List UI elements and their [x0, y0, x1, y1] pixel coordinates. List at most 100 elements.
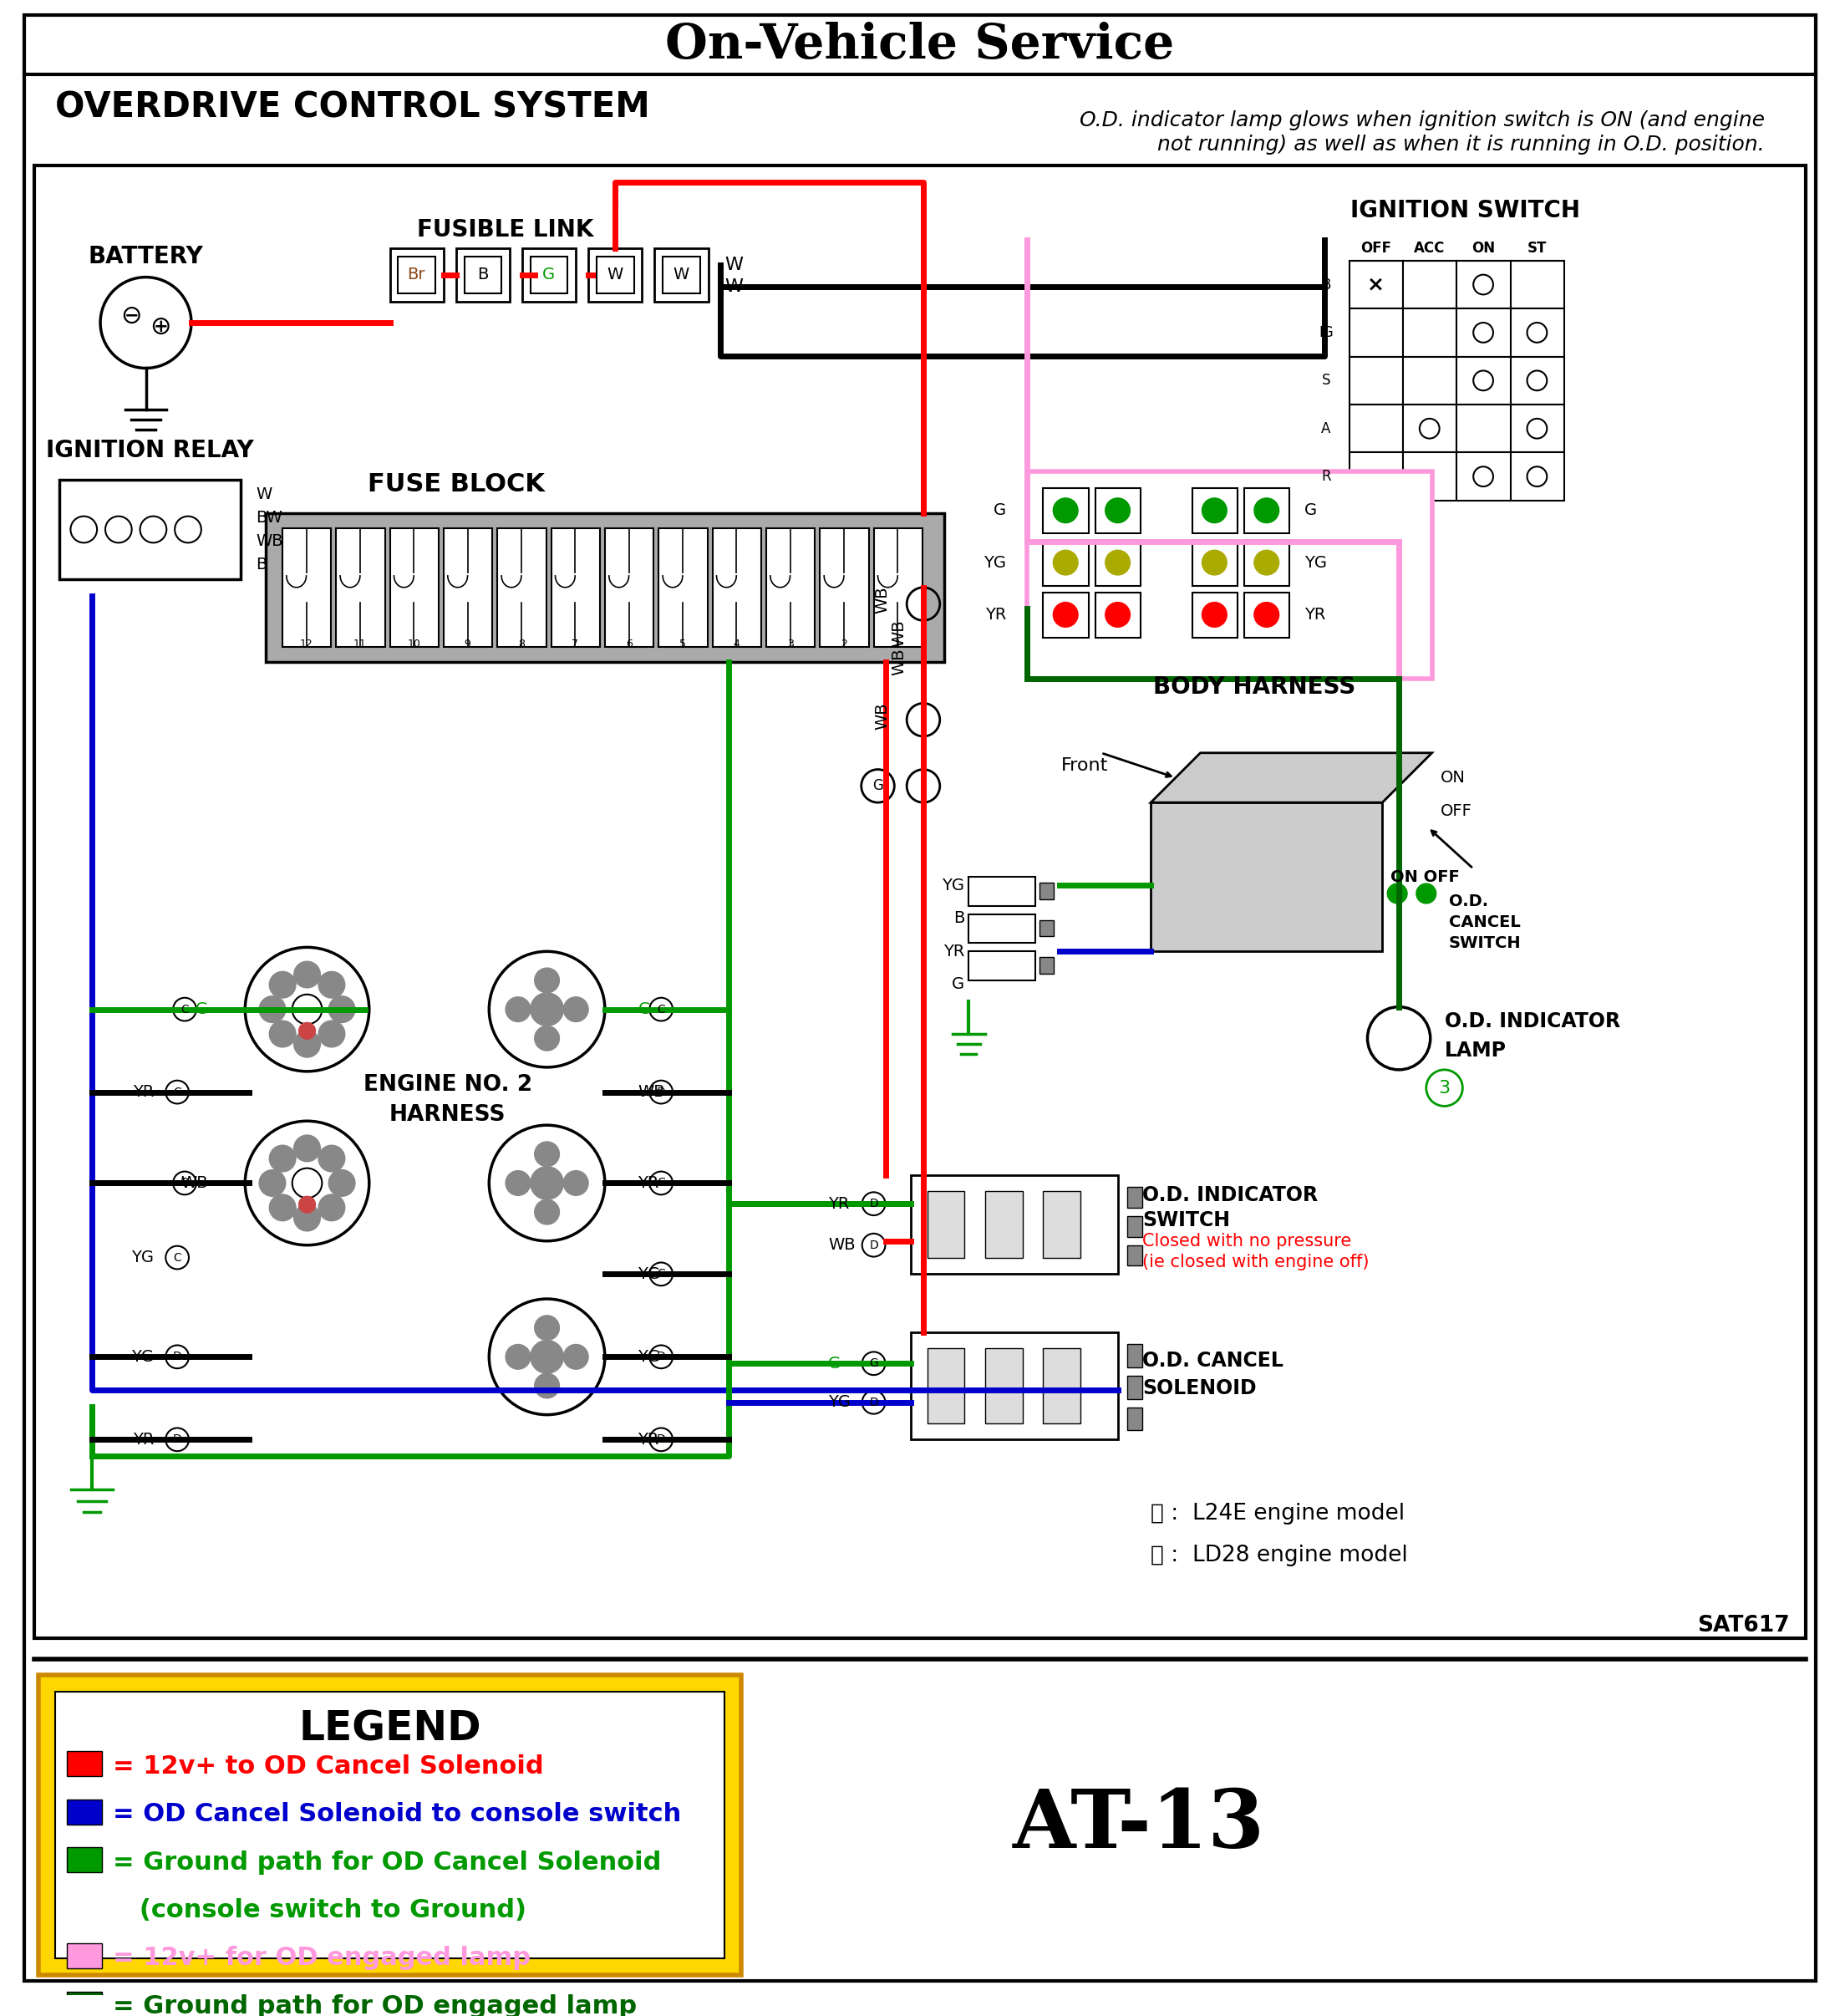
Text: G: G: [951, 976, 964, 992]
Text: 4: 4: [732, 639, 740, 649]
Circle shape: [1255, 550, 1279, 575]
Bar: [874, 528, 922, 647]
Text: ON OFF: ON OFF: [1391, 869, 1459, 885]
Circle shape: [530, 992, 563, 1026]
Circle shape: [318, 1193, 344, 1222]
Text: 1: 1: [894, 639, 902, 649]
Text: W: W: [607, 266, 622, 282]
Bar: [1349, 308, 1404, 357]
Text: = 12v+ to OD Cancel Solenoid: = 12v+ to OD Cancel Solenoid: [112, 1754, 543, 1778]
Text: YG: YG: [1305, 554, 1327, 571]
Circle shape: [259, 1169, 285, 1195]
Circle shape: [506, 998, 530, 1022]
Bar: [1457, 260, 1511, 308]
Bar: [464, 256, 502, 294]
Text: 8: 8: [519, 639, 524, 649]
Bar: [1043, 593, 1089, 637]
Text: G: G: [195, 1002, 208, 1018]
Text: WB: WB: [891, 619, 907, 647]
Text: ⊖: ⊖: [120, 304, 142, 329]
Circle shape: [1387, 883, 1408, 903]
Bar: [1043, 1349, 1080, 1423]
Bar: [265, 512, 944, 661]
Bar: [1128, 1216, 1143, 1238]
Text: YG: YG: [828, 1395, 850, 1411]
Text: G: G: [543, 266, 556, 282]
Text: CANCEL: CANCEL: [1448, 915, 1520, 931]
Text: LEGEND: LEGEND: [298, 1710, 480, 1750]
Bar: [1192, 593, 1238, 637]
Text: WB: WB: [256, 532, 283, 548]
Bar: [1043, 488, 1089, 534]
Bar: [927, 1349, 964, 1423]
Circle shape: [269, 972, 296, 998]
Circle shape: [535, 1373, 559, 1399]
Bar: [970, 952, 1034, 980]
Circle shape: [535, 968, 559, 992]
Text: WB: WB: [828, 1238, 856, 1254]
Bar: [1511, 308, 1564, 357]
Text: G: G: [994, 502, 1006, 518]
Circle shape: [506, 1171, 530, 1195]
Circle shape: [1255, 498, 1279, 522]
Text: YG: YG: [131, 1349, 155, 1365]
Circle shape: [298, 1022, 315, 1038]
Text: G: G: [1305, 502, 1317, 518]
Circle shape: [294, 1135, 320, 1161]
Bar: [1192, 540, 1238, 587]
Circle shape: [294, 1206, 320, 1232]
Text: YG: YG: [942, 877, 964, 893]
Text: ST: ST: [1527, 240, 1547, 256]
Bar: [596, 256, 633, 294]
Text: D: D: [657, 1433, 666, 1445]
Text: C: C: [173, 1087, 182, 1099]
Text: IGNITION RELAY: IGNITION RELAY: [46, 439, 254, 462]
Bar: [1128, 1375, 1143, 1399]
Text: 5: 5: [679, 639, 686, 649]
Circle shape: [1417, 883, 1435, 903]
Circle shape: [294, 1030, 320, 1056]
Bar: [1404, 452, 1457, 500]
Text: W: W: [725, 256, 743, 272]
Text: WB: WB: [180, 1175, 208, 1191]
Circle shape: [1202, 603, 1227, 627]
Bar: [1040, 919, 1054, 937]
Text: On-Vehicle Service: On-Vehicle Service: [666, 22, 1174, 69]
Bar: [589, 248, 642, 302]
Bar: [1404, 308, 1457, 357]
Bar: [655, 248, 708, 302]
Polygon shape: [1150, 752, 1432, 802]
Bar: [1511, 405, 1564, 452]
Circle shape: [1202, 498, 1227, 522]
Bar: [1095, 488, 1141, 534]
Text: SWITCH: SWITCH: [1448, 935, 1522, 952]
Bar: [59, 480, 241, 579]
Bar: [1457, 308, 1511, 357]
Circle shape: [318, 972, 344, 998]
Text: O.D. INDICATOR: O.D. INDICATOR: [1143, 1185, 1317, 1206]
Text: 12: 12: [300, 639, 313, 649]
Text: G: G: [638, 1002, 651, 1018]
Bar: [1349, 452, 1404, 500]
Text: ⊕: ⊕: [151, 314, 171, 339]
Text: B: B: [477, 266, 488, 282]
Text: AT-13: AT-13: [1012, 1786, 1264, 1865]
Circle shape: [329, 1169, 355, 1195]
Bar: [1244, 488, 1290, 534]
Text: OVERDRIVE CONTROL SYSTEM: OVERDRIVE CONTROL SYSTEM: [55, 91, 650, 125]
Bar: [1457, 357, 1511, 405]
Bar: [605, 528, 653, 647]
Bar: [1244, 593, 1290, 637]
Text: ×: ×: [1367, 274, 1384, 294]
Text: B: B: [256, 556, 267, 573]
Text: = Ground path for OD engaged lamp: = Ground path for OD engaged lamp: [112, 1994, 637, 2016]
Bar: [765, 528, 815, 647]
Text: 10: 10: [407, 639, 420, 649]
Bar: [1404, 357, 1457, 405]
Text: YR: YR: [638, 1431, 659, 1447]
Circle shape: [294, 962, 320, 988]
Bar: [1027, 472, 1432, 679]
Circle shape: [269, 1193, 296, 1222]
Bar: [1349, 405, 1404, 452]
Text: D: D: [868, 1397, 878, 1407]
